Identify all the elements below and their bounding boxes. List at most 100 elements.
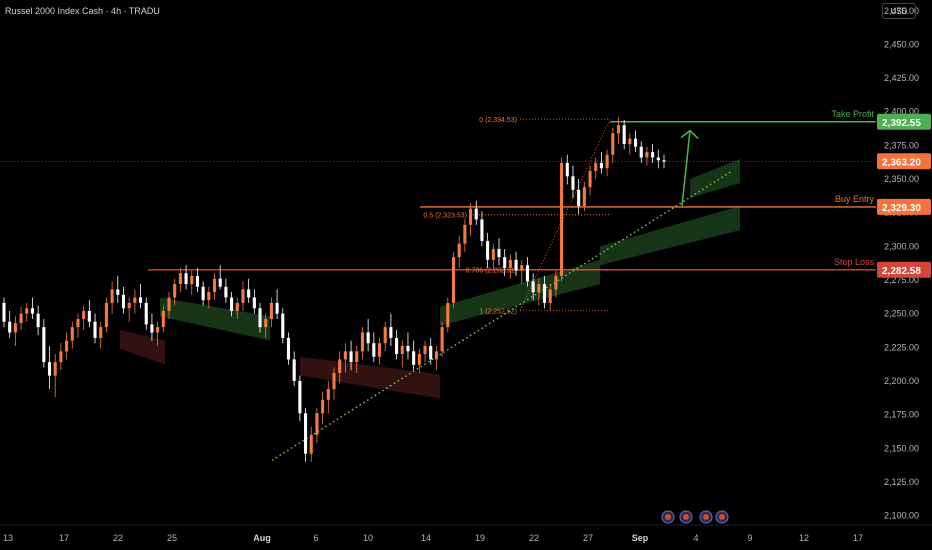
candle-body xyxy=(440,327,444,352)
candle-body xyxy=(264,319,268,328)
ichimoku-cloud-4 xyxy=(600,205,740,266)
candle-body xyxy=(628,138,632,145)
candle-body xyxy=(252,297,256,309)
target-arrow-head xyxy=(680,129,699,140)
candle-body xyxy=(514,259,518,271)
candle-body xyxy=(309,434,313,454)
price-tick-label: 2,275.00 xyxy=(884,275,919,285)
candle-body xyxy=(298,380,302,414)
price-tick-label: 2,150.00 xyxy=(884,443,919,453)
candle-body xyxy=(469,208,473,225)
candle-body xyxy=(616,125,621,134)
candle-body xyxy=(497,249,501,258)
candle-body xyxy=(110,289,114,303)
candle-body xyxy=(207,292,211,301)
price-tick-label: 2,300.00 xyxy=(884,241,919,251)
candle-body xyxy=(178,273,182,285)
candle-body xyxy=(594,162,598,171)
candle-body xyxy=(412,351,416,365)
candle-body xyxy=(25,308,29,314)
time-tick-label: 22 xyxy=(529,533,539,543)
candle-body xyxy=(82,310,86,320)
price-tag-label: 2,363.20 xyxy=(882,157,921,168)
candle-body xyxy=(645,152,649,158)
price-tick-label: 2,350.00 xyxy=(884,174,919,184)
price-tick-label: 2,375.00 xyxy=(884,140,919,150)
price-tick-label: 2,100.00 xyxy=(884,511,919,521)
time-tick-label: 10 xyxy=(363,533,373,543)
price-tag-label: 2,329.30 xyxy=(882,203,921,214)
level-label-stop-loss: Stop Loss xyxy=(834,257,875,267)
candle-body xyxy=(332,372,336,390)
time-tick-label: 19 xyxy=(475,533,485,543)
candle-body xyxy=(656,157,660,161)
candle-body xyxy=(121,294,126,309)
time-tick-label: Aug xyxy=(253,533,271,543)
candle-body xyxy=(59,351,63,363)
candle-body xyxy=(281,313,285,338)
candle-body xyxy=(201,286,205,301)
candle-body xyxy=(622,125,626,145)
time-tick-label: 9 xyxy=(747,533,752,543)
candle-body xyxy=(235,302,239,311)
ichimoku-cloud-2 xyxy=(300,356,440,399)
candle-body xyxy=(30,308,34,314)
candle-body xyxy=(349,351,353,363)
candle-body xyxy=(87,310,91,322)
candle-body xyxy=(560,162,564,276)
event-flag-dot xyxy=(665,514,671,520)
time-tick-label: 13 xyxy=(3,533,13,543)
candle-body xyxy=(406,345,410,352)
price-tick-label: 2,225.00 xyxy=(884,342,919,352)
level-label-buy-entry: Buy Entry xyxy=(835,194,875,204)
candle-body xyxy=(2,302,6,322)
chart-title: Russel 2000 Index Cash · 4h · TRADU xyxy=(5,6,160,16)
price-tick-label: 2,400.00 xyxy=(884,107,919,117)
candle-body xyxy=(446,302,450,328)
candle-body xyxy=(19,313,23,324)
time-tick-label: 6 xyxy=(313,533,318,543)
candle-body xyxy=(190,275,194,285)
price-tag-label: 2,392.55 xyxy=(882,118,921,129)
candle-body xyxy=(195,275,199,287)
candle-body xyxy=(161,310,165,328)
event-flag-dot xyxy=(683,514,689,520)
time-tick-label: 12 xyxy=(799,533,809,543)
candle-body xyxy=(605,154,609,169)
candle-body xyxy=(315,413,319,435)
candle-body xyxy=(565,162,569,177)
price-tag-label: 2,282.58 xyxy=(882,266,921,277)
candle-body xyxy=(486,240,490,260)
candle-body xyxy=(639,146,643,158)
candle-body xyxy=(429,345,433,360)
candle-body xyxy=(247,289,251,298)
candle-body xyxy=(76,319,80,328)
candle-body xyxy=(582,187,586,206)
candle-body xyxy=(463,224,467,244)
candle-body xyxy=(326,389,330,400)
candle-body xyxy=(417,354,421,365)
fib-label-1: 0.5 (2,323.53) xyxy=(423,213,467,220)
candle-body xyxy=(480,219,484,241)
candle-body xyxy=(224,286,228,298)
candle-body xyxy=(355,351,359,363)
candle-body xyxy=(133,297,137,303)
candle-body xyxy=(377,343,382,357)
candle-body xyxy=(372,343,376,357)
candle-body xyxy=(599,162,603,169)
price-tick-label: 2,450.00 xyxy=(884,39,919,49)
candle-body xyxy=(434,351,438,360)
candle-body xyxy=(360,332,364,352)
price-tick-label: 2,175.00 xyxy=(884,410,919,420)
currency-button[interactable]: USD xyxy=(882,3,916,19)
target-arrow-shaft xyxy=(681,130,691,207)
candle-body xyxy=(292,359,296,381)
ichimoku-cloud-1 xyxy=(120,329,165,365)
candle-body xyxy=(167,297,171,311)
price-tick-label: 2,250.00 xyxy=(884,309,919,319)
candle-body xyxy=(338,359,342,373)
candle-body xyxy=(258,308,262,328)
candle-body xyxy=(42,327,46,363)
event-flag-dot xyxy=(703,514,709,520)
